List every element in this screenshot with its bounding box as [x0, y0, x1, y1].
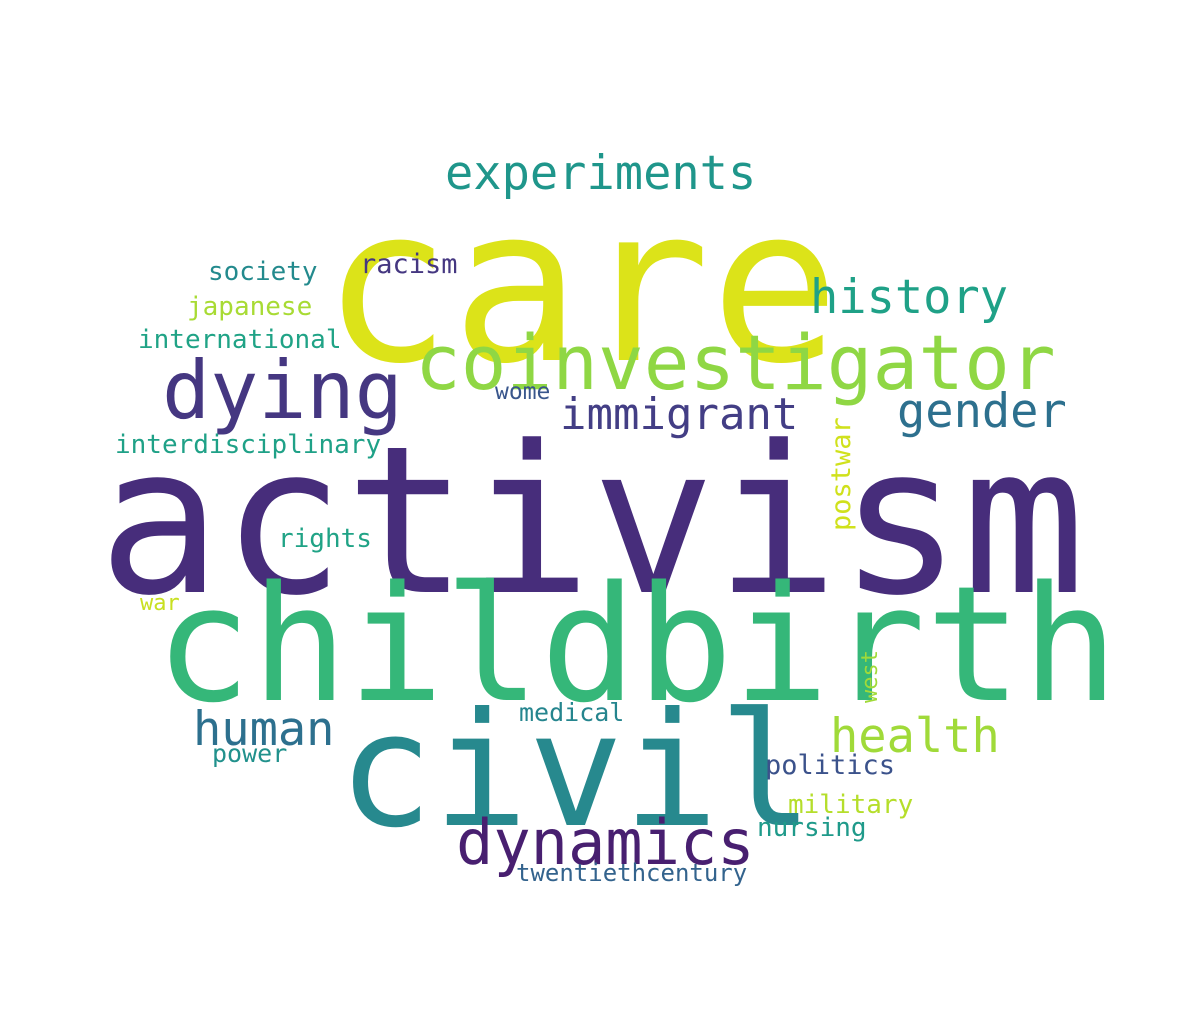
word-nursing: nursing	[757, 813, 867, 843]
word-dying: dying	[162, 344, 403, 437]
word-war: war	[140, 591, 180, 616]
word-politics: politics	[765, 750, 896, 781]
word-japanese: japanese	[187, 292, 313, 322]
word-care: care	[322, 160, 840, 411]
word-human: human	[193, 702, 335, 757]
word-international: international	[138, 325, 342, 355]
word-activism: activism	[98, 403, 1086, 641]
word-civil: civil	[338, 679, 814, 863]
word-childbirth: childbirth	[155, 551, 1119, 738]
word-experiments: experiments	[445, 146, 757, 201]
word-interdisciplinary: interdisciplinary	[115, 430, 382, 460]
word-dynamics: dynamics	[456, 806, 755, 879]
word-society: society	[208, 257, 318, 287]
word-immigrant: immigrant	[560, 389, 799, 440]
word-military: military	[788, 790, 914, 820]
word-west: west	[858, 650, 883, 703]
word-wome: wome	[495, 379, 551, 405]
word-racism: racism	[360, 249, 458, 280]
word-gender: gender	[897, 384, 1067, 439]
word-history: history	[810, 270, 1009, 325]
word-power: power	[212, 739, 288, 768]
word-rights: rights	[278, 524, 372, 554]
word-health: health	[830, 709, 1000, 764]
word-medical: medical	[519, 698, 625, 727]
word-twentiethcentury: twentiethcentury	[516, 859, 748, 887]
word-coinvestigator: coinvestigator	[415, 318, 1056, 407]
